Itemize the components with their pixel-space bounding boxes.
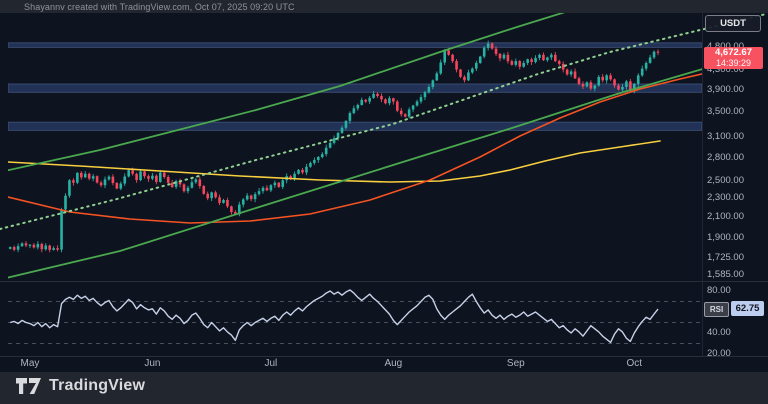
trend-channel-lower-line bbox=[8, 68, 702, 279]
rsi-tick-label: 20.00 bbox=[707, 348, 731, 359]
support-resistance-band bbox=[8, 42, 702, 48]
price-tick-label: 1,900.00 bbox=[707, 231, 744, 243]
price-tick-label: 3,900.00 bbox=[707, 83, 744, 95]
tradingview-logo-icon bbox=[16, 378, 41, 394]
support-resistance-band bbox=[8, 121, 702, 131]
rsi-line bbox=[10, 289, 659, 344]
month-tick-label: Jul bbox=[264, 358, 278, 369]
price-tick-label: 2,500.00 bbox=[707, 175, 744, 187]
last-price-badge: 4,672.67 14:39:29 bbox=[704, 47, 763, 70]
symbol-currency-chip: USDT bbox=[705, 15, 761, 32]
rsi-pane bbox=[8, 289, 702, 344]
price-tick-label: 4,300.00 bbox=[707, 63, 744, 75]
rsi-tick-label: 80.00 bbox=[707, 285, 731, 296]
support-resistance-band bbox=[8, 83, 702, 93]
month-tick-label: Aug bbox=[384, 358, 403, 369]
ma-yellow-line bbox=[8, 140, 661, 183]
month-tick-label: Jun bbox=[144, 358, 161, 369]
month-tick-label: Oct bbox=[626, 358, 643, 369]
trend-channel-upper-line bbox=[8, 13, 566, 172]
attribution-text: Shayannv created with TradingView.com, O… bbox=[24, 2, 295, 12]
price-tick-label: 2,300.00 bbox=[707, 192, 744, 204]
price-tick-label: 2,800.00 bbox=[707, 151, 744, 163]
main-pane bbox=[8, 13, 702, 279]
price-tick-label: 3,100.00 bbox=[707, 130, 744, 142]
rsi-indicator-chip: RSI bbox=[704, 302, 729, 318]
month-tick-label: Sep bbox=[506, 358, 525, 369]
rsi-tick-label: 40.00 bbox=[707, 327, 731, 338]
bar-close-countdown: 14:39:29 bbox=[715, 58, 752, 69]
price-tick-label: 1,725.00 bbox=[707, 251, 744, 263]
tradingview-logo[interactable]: TradingView bbox=[16, 376, 145, 396]
rsi-value-badge: 62.75 bbox=[731, 301, 764, 317]
candles-layer bbox=[8, 40, 660, 253]
price-tick-label: 2,100.00 bbox=[707, 211, 744, 223]
last-price-value: 4,672.67 bbox=[715, 47, 752, 59]
chart-background bbox=[0, 13, 768, 372]
dotted-trendline bbox=[0, 13, 767, 230]
tradingview-logo-text: TradingView bbox=[49, 377, 146, 394]
price-tick-label: 3,500.00 bbox=[707, 105, 744, 117]
price-tick-label: 1,585.00 bbox=[707, 269, 744, 280]
ma-red-line bbox=[8, 73, 702, 224]
price-tick-label: 4,800.00 bbox=[707, 41, 744, 52]
month-tick-label: May bbox=[20, 358, 40, 369]
